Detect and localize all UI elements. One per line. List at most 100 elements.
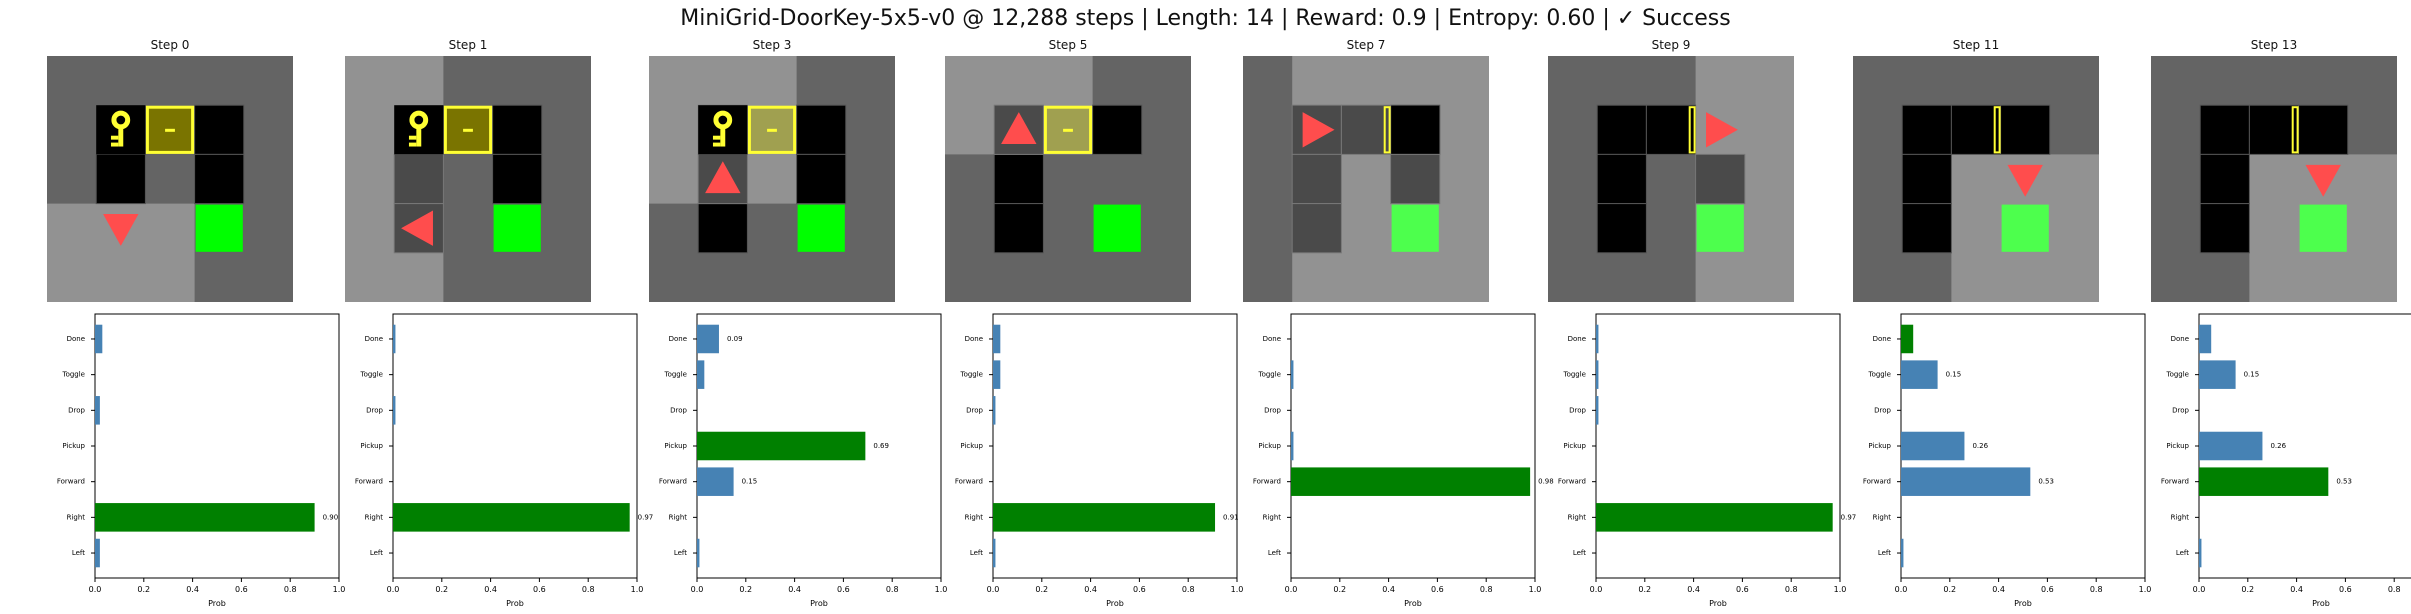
bar-toggle (1291, 360, 1294, 389)
key-icon (712, 110, 733, 147)
open-door (1993, 106, 2001, 154)
ytick-label: Done (669, 335, 687, 343)
figure-title: MiniGrid-DoorKey-5x5-v0 @ 12,288 steps |… (680, 6, 1731, 31)
floor-cell (1645, 104, 1697, 155)
xtick-label: 0.4 (186, 585, 199, 594)
bar-left (95, 538, 100, 568)
step-title: Step 7 (1346, 38, 1386, 52)
ytick-label: Right (1568, 513, 1587, 521)
xtick-label: 0.8 (582, 585, 595, 594)
xtick-label: 1.0 (2139, 585, 2152, 594)
step-title: Step 5 (1048, 38, 1088, 52)
bar-toggle (1596, 360, 1599, 389)
bar-done (393, 324, 396, 354)
xtick-label: 0.8 (1182, 585, 1195, 594)
ytick-label: Right (965, 513, 984, 521)
floor-cell (1291, 203, 1342, 254)
bar-done (1596, 324, 1599, 354)
floor-cell (1901, 203, 1952, 254)
agent-icon (401, 210, 433, 246)
floor-cell (194, 153, 245, 205)
bar-left (993, 538, 996, 568)
floor-cell (993, 203, 1044, 254)
ytick-label: Drop (1874, 406, 1891, 414)
ytick-label: Toggle (359, 371, 383, 379)
xtick-label: 0.6 (1133, 585, 1146, 594)
xtick-label: 1.0 (333, 585, 346, 594)
floor-cell (1390, 153, 1441, 205)
bar-drop (95, 396, 100, 425)
environment-frame (2151, 56, 2397, 302)
plot-frame (1595, 313, 1841, 579)
agent-icon (705, 161, 741, 194)
bar-toggle (2199, 360, 2236, 389)
bar-value-label: 0.53 (2336, 478, 2352, 486)
ytick-label: Done (965, 335, 983, 343)
open-door (1688, 106, 1696, 154)
step-panel: Step 5 Left Right Forward Pickup Drop Toggle Do… (945, 0, 1243, 611)
xtick-label: 0.6 (2339, 585, 2352, 594)
floor-cell (1596, 153, 1647, 205)
xtick-label: 0.8 (2388, 585, 2401, 594)
bar-right (393, 503, 630, 532)
ytick-label: Toggle (959, 371, 983, 379)
xtick-label: 0.2 (1333, 585, 1346, 594)
bar-value-label: 0.69 (873, 442, 889, 450)
xtick-label: 0.4 (1687, 585, 1700, 594)
floor-cell (1596, 203, 1647, 254)
xtick-label: 0.0 (691, 585, 704, 594)
xtick-label: 1.0 (935, 585, 948, 594)
ytick-label: Pickup (1868, 442, 1891, 450)
ytick-label: Pickup (2166, 442, 2189, 450)
ytick-label: Drop (366, 406, 383, 414)
floor-cell (697, 203, 748, 254)
xtick-label: 0.2 (2241, 585, 2254, 594)
ytick-label: Pickup (960, 442, 983, 450)
action-prob-chart: Left Right Forward Pickup Drop Toggle Done 0.53… (2161, 313, 2411, 608)
bar-toggle (1901, 360, 1938, 389)
xtick-label: 0.8 (284, 585, 297, 594)
ytick-label: Pickup (62, 442, 85, 450)
bar-done (1901, 324, 1914, 354)
step-title: Step 3 (752, 38, 792, 52)
ytick-label: Drop (1569, 406, 1586, 414)
ytick-label: Drop (670, 406, 687, 414)
ytick-label: Forward (355, 478, 383, 486)
ytick-label: Left (970, 549, 983, 557)
environment-frame (47, 56, 293, 302)
floor-cell (1596, 104, 1647, 155)
plot-frame (392, 313, 638, 579)
xtick-label: 0.0 (1590, 585, 1603, 594)
xtick-label: 0.8 (1480, 585, 1493, 594)
xtick-label: 0.6 (235, 585, 248, 594)
step-title: Step 9 (1651, 38, 1691, 52)
ytick-label: Done (1568, 335, 1586, 343)
xtick-label: 0.2 (1943, 585, 1956, 594)
ytick-label: Forward (57, 478, 85, 486)
xtick-label: 0.4 (1084, 585, 1097, 594)
floor-cell (492, 104, 543, 155)
floor-cell (1695, 153, 1746, 205)
xtick-label: 0.0 (89, 585, 102, 594)
environment-frame (345, 56, 591, 302)
xtick-label: 0.0 (2193, 585, 2206, 594)
goal-tile (493, 204, 541, 252)
bar-pickup (2199, 431, 2263, 461)
ytick-label: Pickup (1258, 442, 1281, 450)
xtick-label: 0.4 (2290, 585, 2303, 594)
ytick-label: Pickup (360, 442, 383, 450)
agent-icon (2007, 164, 2043, 197)
x-axis-label: Prob (506, 599, 524, 608)
floor-cell (95, 153, 146, 205)
xtick-label: 0.6 (837, 585, 850, 594)
step-title: Step 13 (2250, 38, 2298, 52)
ytick-label: Left (1573, 549, 1586, 557)
ytick-label: Right (365, 513, 384, 521)
xtick-label: 0.8 (886, 585, 899, 594)
floor-cell (492, 153, 543, 205)
ytick-label: Toggle (1562, 371, 1586, 379)
ytick-label: Toggle (1257, 371, 1281, 379)
floor-cell (1092, 104, 1143, 155)
bar-pickup (1291, 431, 1294, 461)
ytick-label: Right (2171, 513, 2190, 521)
